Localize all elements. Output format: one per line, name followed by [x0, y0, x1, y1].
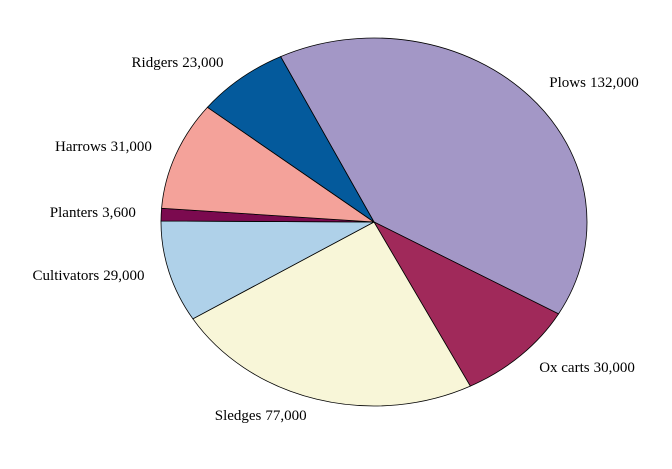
slice-label: Sledges 77,000	[215, 408, 307, 424]
slice-category: Harrows	[55, 139, 107, 155]
slice-category: Ridgers	[132, 56, 179, 72]
slice-value-label: 77,000	[265, 408, 306, 424]
slice-label: Plows 132,000	[549, 75, 638, 91]
slice-category: Plows	[549, 75, 586, 91]
slice-value-label: 132,000	[590, 75, 639, 91]
pie-slice	[372, 221, 560, 387]
slice-category: Ox carts	[539, 360, 590, 376]
slice-category: Planters	[50, 205, 98, 221]
slice-value-label: 3,600	[102, 205, 136, 221]
pie-slice	[192, 221, 471, 407]
pie-slice	[280, 37, 588, 315]
slice-label: Planters 3,600	[50, 205, 136, 221]
slice-value-label: 29,000	[103, 268, 144, 284]
slice-value-label: 30,000	[594, 360, 635, 376]
slice-label: Harrows 31,000	[55, 139, 152, 155]
pie-slice	[161, 106, 376, 223]
slice-label: Ox carts 30,000	[539, 360, 635, 376]
slice-value-label: 31,000	[111, 139, 152, 155]
slice-value-label: 23,000	[182, 56, 223, 72]
slice-category: Cultivators	[33, 268, 100, 284]
slice-label: Cultivators 29,000	[33, 268, 145, 284]
slice-category: Sledges	[215, 408, 262, 424]
pie-slice	[206, 56, 375, 223]
pie-slice	[160, 220, 375, 320]
slice-label: Ridgers 23,000	[132, 56, 224, 72]
